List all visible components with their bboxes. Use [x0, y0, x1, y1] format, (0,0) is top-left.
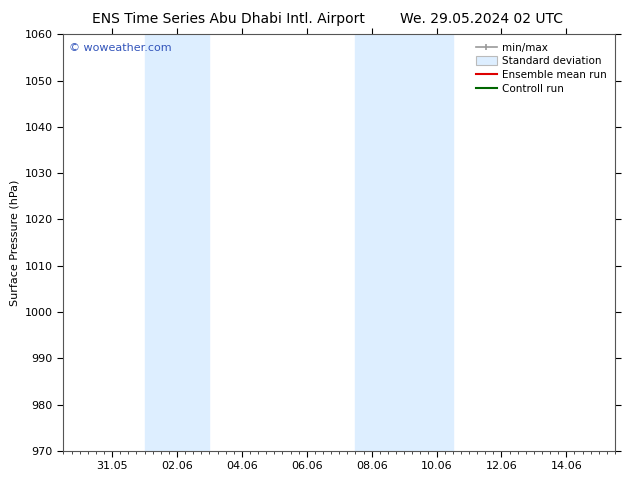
- Text: We. 29.05.2024 02 UTC: We. 29.05.2024 02 UTC: [400, 12, 564, 26]
- Legend: min/max, Standard deviation, Ensemble mean run, Controll run: min/max, Standard deviation, Ensemble me…: [473, 40, 610, 97]
- Bar: [145, 34, 209, 451]
- Y-axis label: Surface Pressure (hPa): Surface Pressure (hPa): [10, 179, 19, 306]
- Bar: [356, 34, 453, 451]
- Text: © woweather.com: © woweather.com: [69, 43, 172, 52]
- Text: ENS Time Series Abu Dhabi Intl. Airport: ENS Time Series Abu Dhabi Intl. Airport: [92, 12, 365, 26]
